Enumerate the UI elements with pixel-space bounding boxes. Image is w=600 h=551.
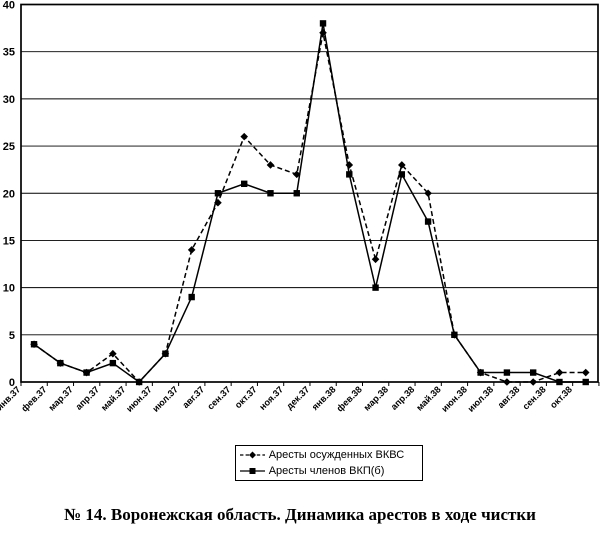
svg-text:40: 40: [3, 0, 15, 12]
svg-text:15: 15: [3, 235, 15, 247]
svg-text:20: 20: [3, 188, 15, 200]
svg-text:10: 10: [3, 283, 15, 295]
svg-text:30: 30: [3, 94, 15, 106]
svg-text:25: 25: [3, 141, 15, 153]
svg-text:35: 35: [3, 47, 15, 59]
svg-text:5: 5: [9, 330, 15, 342]
